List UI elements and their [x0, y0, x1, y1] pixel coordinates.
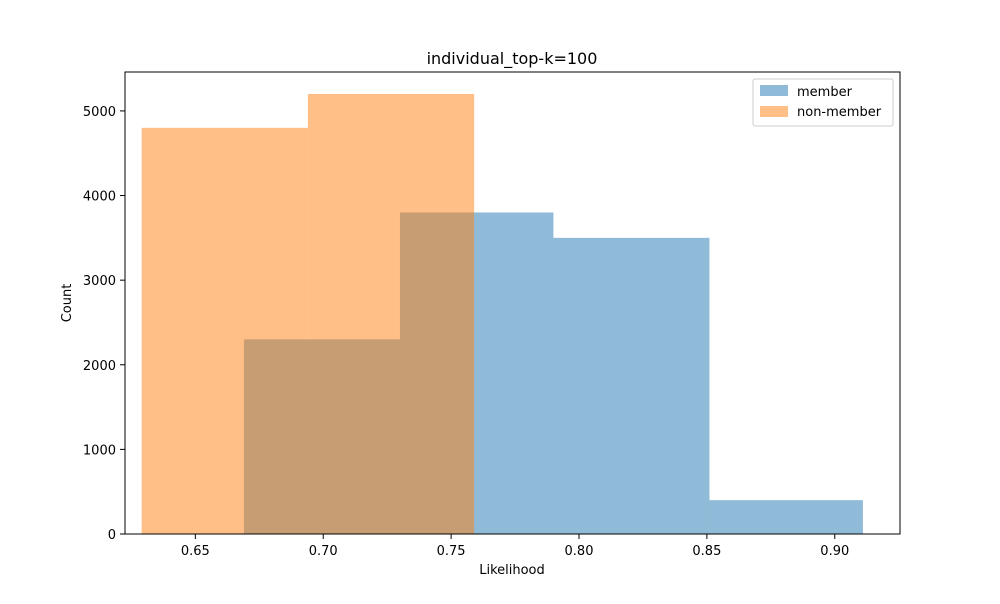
x-tick-label: 0.70: [309, 544, 338, 559]
bar-member-3: [709, 500, 863, 534]
bar-member-2: [553, 237, 710, 534]
y-tick-label: 5000: [83, 105, 116, 120]
bar-non-member-0: [141, 127, 308, 534]
legend-swatch-non-member: [760, 106, 788, 117]
y-tick-label: 4000: [83, 190, 116, 205]
x-axis-label: Likelihood: [479, 563, 545, 578]
x-axis-ticks: 0.65 0.70 0.75 0.80 0.85 0.90: [181, 534, 849, 559]
x-tick-label: 0.65: [181, 544, 210, 559]
bars-layer: [141, 94, 863, 534]
legend-label-member: member: [797, 85, 853, 100]
y-axis-ticks: 0 1000 2000 3000 4000 5000: [83, 105, 125, 543]
legend-swatch-member: [760, 85, 788, 96]
chart-title: individual_top-k=100: [427, 49, 598, 69]
x-tick-label: 0.90: [820, 544, 849, 559]
x-tick-label: 0.80: [565, 544, 594, 559]
y-tick-label: 0: [108, 528, 116, 543]
bar-non-member-1: [307, 94, 475, 534]
plot-frame: [124, 71, 901, 535]
y-axis-label: Count: [60, 284, 75, 323]
y-tick-label: 3000: [83, 274, 116, 289]
y-tick-label: 1000: [83, 443, 116, 458]
x-tick-label: 0.85: [692, 544, 721, 559]
x-tick-label: 0.75: [437, 544, 466, 559]
legend-label-non-member: non-member: [797, 105, 882, 120]
legend: member non-member: [752, 78, 894, 127]
y-tick-label: 2000: [83, 359, 116, 374]
